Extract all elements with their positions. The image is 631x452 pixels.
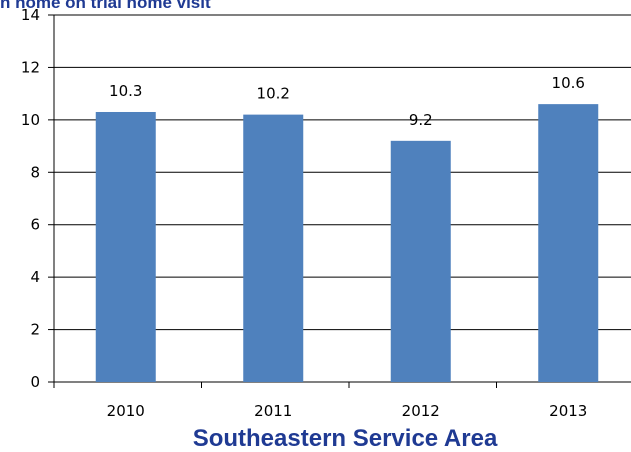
x-tick-label-2011: 2011 <box>254 402 292 420</box>
data-label-2013: 10.6 <box>552 74 585 92</box>
y-tick-label: 8 <box>30 163 40 181</box>
x-tick-label-2010: 2010 <box>107 402 145 420</box>
bar-2012 <box>390 140 451 382</box>
x-tick-label-2013: 2013 <box>549 402 587 420</box>
data-label-2011: 10.2 <box>257 85 290 103</box>
y-tick-label: 14 <box>21 6 40 24</box>
y-tick-label: 4 <box>30 268 40 286</box>
bar-2011 <box>243 114 304 382</box>
y-tick-label: 10 <box>21 111 40 129</box>
data-label-2010: 10.3 <box>109 82 142 100</box>
x-axis-title: Southeastern Service Area <box>192 425 498 452</box>
bar-2013 <box>538 104 599 382</box>
data-label-2012: 9.2 <box>409 111 433 129</box>
y-tick-label: 0 <box>30 373 40 391</box>
x-tick-label-2012: 2012 <box>402 402 440 420</box>
y-tick-label: 6 <box>30 216 40 234</box>
tick-labels: 0 2 4 6 8 10 12 14 2010 2011 2012 2013 <box>21 6 587 420</box>
bar-2010 <box>95 111 156 382</box>
data-labels: 10.3 10.2 9.2 10.6 <box>109 74 585 129</box>
bars <box>95 104 599 382</box>
chart-title: h home on trial home visit <box>0 0 211 12</box>
y-tick-label: 2 <box>30 321 40 339</box>
y-tick-label: 12 <box>21 58 40 76</box>
